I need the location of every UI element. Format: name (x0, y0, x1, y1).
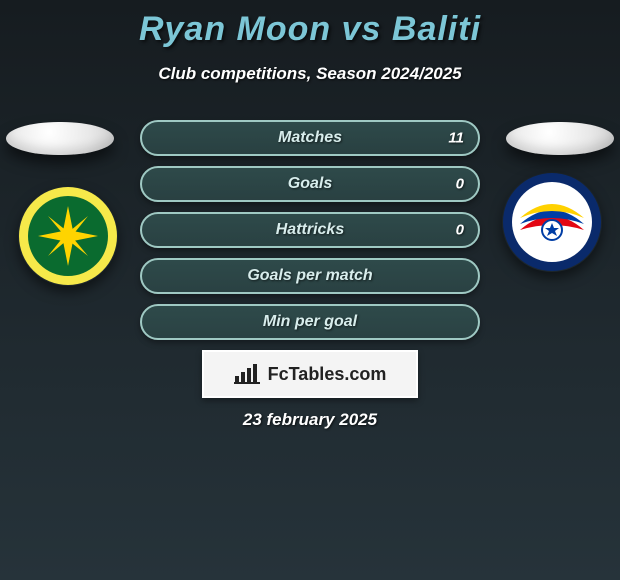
page-subtitle: Club competitions, Season 2024/2025 (0, 64, 620, 84)
stats-panel: Matches 11 Goals 0 Hattricks 0 Goals per… (140, 120, 480, 340)
stat-row-goals: Goals 0 (140, 166, 480, 202)
stat-label: Min per goal (263, 313, 357, 331)
stat-row-min-per-goal: Min per goal (140, 304, 480, 340)
stat-label: Matches (278, 129, 342, 147)
club-badge-right-svg (502, 172, 602, 272)
page-title: Ryan Moon vs Baliti (0, 10, 620, 49)
club-badge-right (502, 172, 602, 272)
stat-label: Goals per match (247, 267, 372, 285)
club-badge-left-svg (18, 186, 118, 286)
stat-row-hattricks: Hattricks 0 (140, 212, 480, 248)
date-label: 23 february 2025 (0, 410, 620, 430)
stat-right-value: 0 (456, 222, 464, 239)
brand-box: FcTables.com (202, 350, 418, 398)
stat-row-goals-per-match: Goals per match (140, 258, 480, 294)
stat-label: Goals (288, 175, 332, 193)
brand-text: FcTables.com (268, 364, 387, 385)
stat-row-matches: Matches 11 (140, 120, 480, 156)
stat-right-value: 0 (456, 176, 464, 193)
player-silhouette-left (6, 122, 114, 155)
stat-right-value: 11 (448, 130, 464, 147)
club-badge-left (18, 186, 118, 286)
bar-chart-icon (234, 364, 260, 384)
stat-label: Hattricks (276, 221, 344, 239)
player-silhouette-right (506, 122, 614, 155)
